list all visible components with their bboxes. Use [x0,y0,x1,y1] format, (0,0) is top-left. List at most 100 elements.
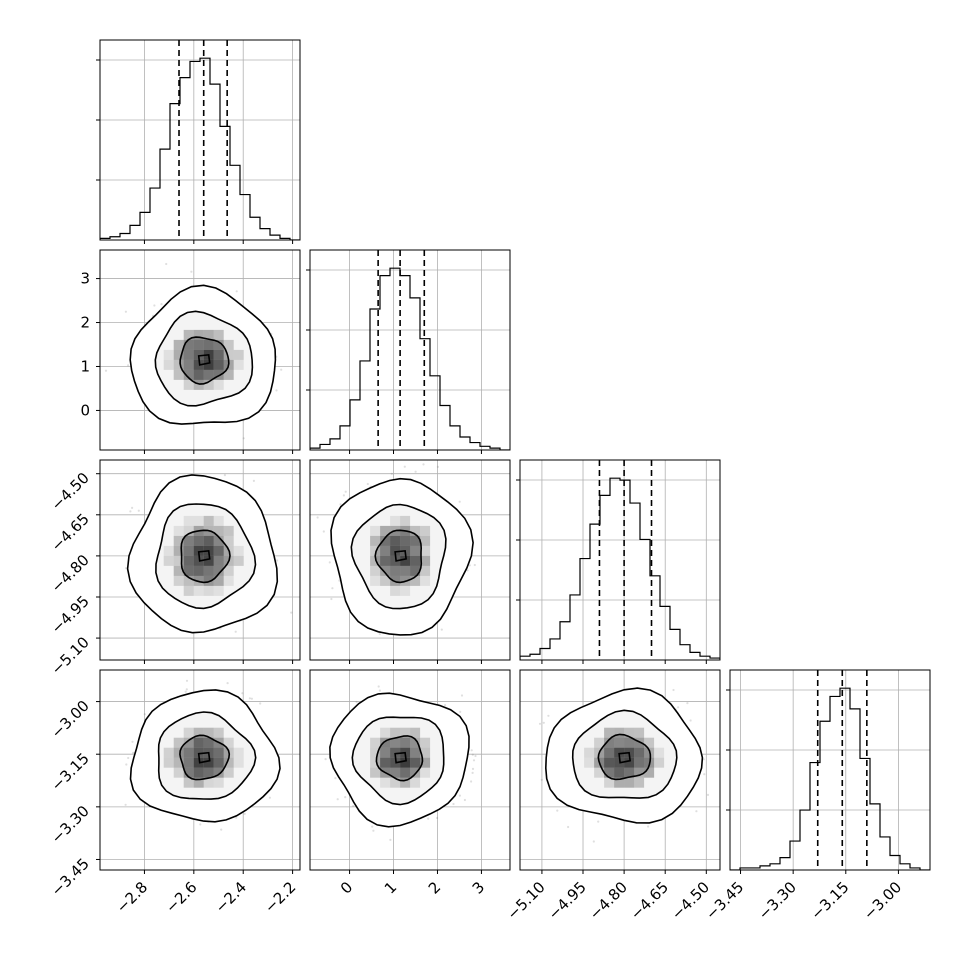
density-cell [410,777,421,788]
density-cell [173,555,184,566]
histogram-step-3 [520,477,720,660]
density-cell [380,575,391,586]
density-cell [390,727,401,738]
histogram-panel-4: −3.45 −3.30 −3.15 −3.00 [702,669,931,923]
density-cell [410,525,421,536]
density-cell [654,747,665,758]
density-cell [193,515,204,526]
density-cell [183,737,194,748]
density-cell [183,585,194,596]
y-tick-label: −3.00 [48,697,93,742]
density-cell [370,737,381,748]
x-tick-label: −2.4 [212,878,250,916]
density-cell [163,349,174,360]
density-cell [213,525,224,536]
density-cell [624,737,635,748]
x-tick-label: −2.6 [162,878,200,916]
contour-1 [330,477,474,636]
sample-point [403,465,406,468]
density-cell [380,565,391,576]
density-cell [634,767,645,778]
density-cell [163,555,174,566]
density-cell [400,565,411,576]
x-tick-label: −4.50 [668,878,713,923]
density-cell [614,747,625,758]
density-cell [183,757,194,768]
panel-content [520,670,720,870]
density-cell [420,737,431,748]
density-cell [390,555,401,566]
density-cell [163,359,174,370]
density-cell [193,545,204,556]
density-cell [420,747,431,758]
sample-point [336,798,339,801]
sample-point [689,719,692,722]
density-cell [380,747,391,758]
sample-point [241,692,244,695]
density-cell [604,757,615,768]
density-cell [400,777,411,788]
sample-point [390,472,393,475]
sample-point [444,704,447,707]
sample-point [463,798,466,802]
x-tick-label: −3.30 [755,878,800,923]
density-cell [223,349,234,360]
sample-point [468,564,471,567]
sample-point [542,721,545,724]
contour-3 [179,336,230,385]
sample-point [458,500,461,503]
density-cell [173,757,184,768]
sample-point [686,702,689,705]
panel-content [100,670,300,870]
x-tick-label: −3.45 [702,878,747,923]
sample-point [275,389,278,392]
sample-point [276,559,279,562]
density-cell [183,525,194,536]
sample-point [124,803,127,806]
density-cell [380,757,391,768]
panel-content [310,250,510,450]
sample-point [344,490,347,493]
sample-point [458,794,461,797]
panel-frame [99,669,301,871]
sample-point [127,364,130,367]
sample-point [474,754,477,758]
sample-point [132,751,135,755]
density-cell [400,535,411,546]
density-cell [203,757,214,768]
density-cell [420,525,431,536]
sample-point [452,802,455,806]
sample-point [706,793,710,797]
contour-peak [618,751,631,764]
density-cell [420,555,431,566]
sample-point [190,270,193,273]
contour-3 [375,735,424,782]
density-cell [173,747,184,758]
sample-point [223,474,226,477]
sample-point [422,463,425,466]
density-cell [380,727,391,738]
x-tick-label: −4.80 [586,878,631,923]
density-cell [173,525,184,536]
sample-point [143,713,146,716]
density-cell [614,767,625,778]
contour-1 [126,474,279,634]
density-cell [173,369,184,380]
density-cell [183,767,194,778]
sample-point [127,756,130,760]
density-cell [380,545,391,556]
density-cell [644,747,655,758]
density-cell [193,737,204,748]
panel-content [730,670,930,870]
contour-2 [571,709,678,799]
sample-point [330,597,333,601]
sample-point [235,816,238,819]
density-cell [390,585,401,596]
sample-point [470,749,473,752]
panel-frame [729,669,931,871]
density-cell [183,339,194,350]
sample-point [220,828,223,831]
scatter-panel-4-1: −3.45 −3.30 −3.15 −3.00 −2.8 −2.6 −2.4 −2.2 [48,669,301,917]
density-cell [183,747,194,758]
density-cell [634,737,645,748]
